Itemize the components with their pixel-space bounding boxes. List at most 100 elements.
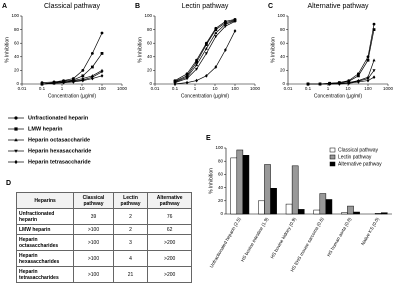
data-point	[100, 52, 104, 55]
data-point	[372, 58, 376, 62]
bar	[347, 205, 354, 215]
data-point	[100, 74, 104, 78]
y-tick-label: 60	[280, 40, 286, 45]
panel-label: C	[268, 3, 273, 10]
header-cell: Lectin pathway	[112, 192, 149, 209]
x-tick-label: 100	[98, 86, 106, 91]
y-tick-label: 20	[147, 68, 153, 73]
bar	[285, 203, 293, 215]
data-point	[233, 20, 237, 24]
panel-label: D	[6, 180, 12, 187]
table-header: Heparins Classical pathway Lectin pathway A…	[15, 192, 192, 209]
table-cell: Heparin tetrasaccharides	[15, 266, 75, 283]
data-point	[328, 82, 331, 86]
table-cell: Heparin hexasaccharides	[15, 250, 75, 267]
panel-label: B	[135, 3, 140, 10]
data-point	[90, 52, 94, 55]
series-line	[308, 29, 375, 85]
data-point	[204, 46, 208, 50]
y-tick-label: 40	[218, 185, 224, 190]
data-point	[40, 82, 44, 86]
y-axis-label: % Inhibition	[270, 37, 276, 63]
bar	[270, 188, 277, 215]
data-point	[71, 80, 75, 84]
data-point	[195, 78, 198, 83]
bar	[297, 209, 305, 215]
table-row: Heparin hexasaccharides >100 4 >200	[15, 250, 192, 267]
bar	[380, 212, 388, 215]
x-tick-label: 0.1	[39, 86, 46, 91]
y-axis-label: % Inhibition	[208, 168, 214, 194]
data-point	[81, 69, 85, 72]
data-point	[204, 43, 208, 46]
y-tick-label: 80	[280, 27, 286, 32]
bar	[291, 165, 299, 215]
bar	[341, 212, 348, 215]
series-line	[174, 21, 236, 83]
table-cell: 2	[112, 224, 149, 235]
data-point	[81, 74, 85, 78]
y-tick-label: 100	[215, 145, 223, 150]
table-cell: >100	[73, 250, 114, 267]
x-tick-label: 0.01	[284, 86, 293, 91]
data-point	[233, 29, 237, 33]
x-tick-label: HS bovine intestine (1.9)	[240, 216, 270, 262]
bar	[325, 199, 333, 215]
y-tick-label: 0	[149, 81, 152, 86]
x-axis-label: Concentration (µg/ml)	[181, 93, 230, 99]
x-tick-label: 1	[327, 86, 330, 91]
data-point	[366, 78, 370, 83]
table-body: Unfractionated heparin 39 2 76 LMW heparin >1…	[15, 208, 192, 283]
table-cell: Unfractionated heparin	[15, 208, 75, 225]
y-tick-label: 20	[14, 68, 20, 73]
y-tick-label: 0	[282, 81, 285, 86]
data-point	[204, 74, 208, 78]
x-tick-label: 100	[231, 86, 239, 91]
data-point	[204, 52, 208, 56]
x-tick-label: 10	[345, 86, 351, 91]
x-axis-label: Concentration (µg/ml)	[48, 93, 97, 99]
data-point	[81, 78, 85, 83]
y-tick-label: 40	[147, 54, 153, 59]
legend-label: Unfractionated heparin	[28, 115, 89, 121]
legend-label: LMW heparin	[28, 126, 63, 132]
data-point	[214, 35, 218, 39]
y-tick-label: 80	[218, 158, 224, 163]
data-point	[90, 76, 94, 81]
y-tick-label: 60	[14, 40, 20, 45]
panel-label: A	[2, 3, 7, 10]
bar	[236, 149, 244, 215]
bar	[264, 164, 271, 215]
legend-swatch	[329, 154, 336, 160]
data-point	[347, 81, 351, 86]
data-point	[185, 77, 189, 81]
y-tick-label: 100	[277, 13, 285, 18]
legend-label: Heparin tetrasaccharide	[28, 159, 91, 165]
legend-marker	[14, 116, 18, 120]
y-tick-label: 0	[16, 81, 19, 86]
series-line	[308, 76, 375, 85]
data-point	[318, 82, 322, 86]
legend-label: Lectin pathway	[338, 154, 372, 160]
data-point	[372, 75, 376, 80]
data-point	[214, 31, 218, 35]
data-point	[52, 81, 56, 86]
x-tick-label: 1000	[383, 86, 394, 91]
legend-label: Classical pathway	[338, 147, 379, 153]
data-point	[100, 31, 104, 35]
x-tick-label: 1	[194, 86, 197, 91]
data-point	[195, 63, 199, 67]
legend-marker	[14, 127, 18, 131]
table-cell: Heparin octasaccharides	[15, 234, 75, 251]
data-point	[366, 58, 370, 62]
x-tick-label: 100	[364, 86, 372, 91]
data-point	[90, 65, 94, 69]
table-row: Heparin octasaccharides >100 3 >200	[15, 234, 192, 251]
table-cell: >100	[73, 224, 114, 235]
legend-label: Alternative pathway	[338, 161, 382, 167]
chart-title: Classical pathway	[44, 3, 101, 10]
table-cell: LMW heparin	[15, 224, 75, 235]
data-point	[185, 80, 189, 85]
data-point	[173, 82, 177, 86]
